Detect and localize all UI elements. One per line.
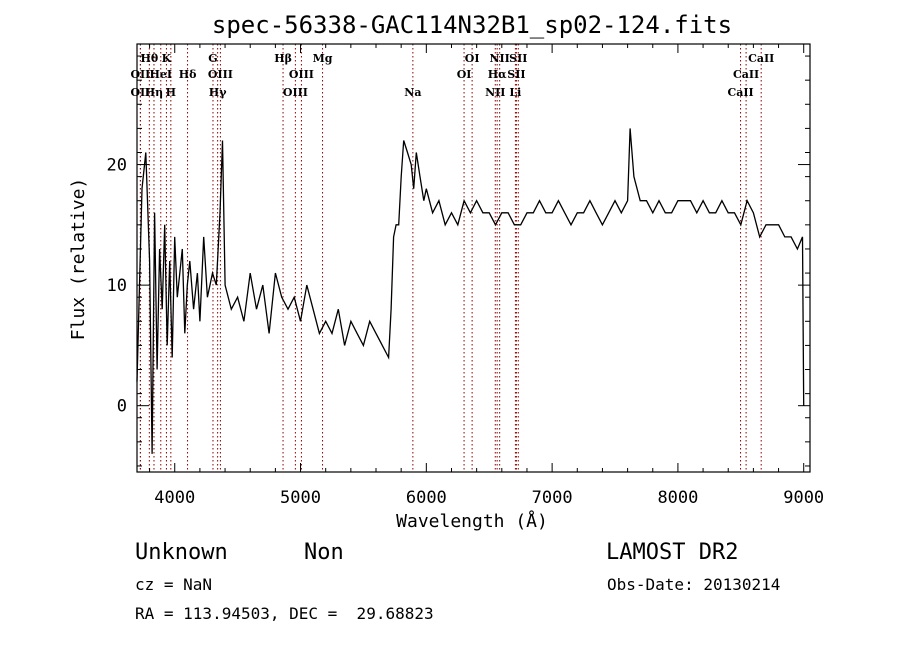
line-label-25: CaII (733, 68, 759, 81)
observation-date: Obs-Date: 20130214 (607, 575, 780, 594)
x-tick-label-7000: 7000 (532, 488, 573, 508)
x-axis-label: Wavelength (Å) (396, 510, 548, 532)
x-tick-label-9000: 9000 (783, 488, 824, 508)
survey-name: LAMOST DR2 (606, 540, 738, 565)
line-label-16: OI (457, 68, 472, 81)
line-label-9: Hγ (209, 86, 227, 99)
y-tick-label-0: 0 (117, 397, 127, 417)
spectrum-line (136, 128, 805, 454)
y-tick-label-20: 20 (107, 156, 127, 176)
line-label-12: OIII (283, 86, 308, 99)
line-label-10: OIII (208, 68, 233, 81)
object-class: Unknown (135, 540, 228, 565)
line-label-3: Hη (145, 86, 163, 99)
object-subclass: Non (304, 540, 344, 565)
line-label-22: SII (507, 68, 525, 81)
line-label-8: G (208, 52, 217, 65)
redshift-cz: cz = NaN (135, 575, 212, 594)
y-tick-label-10: 10 (107, 276, 127, 296)
line-label-26: CaII (748, 52, 774, 65)
line-label-6: H (166, 86, 176, 99)
line-label-11: Hβ (274, 52, 292, 65)
x-tick-label-8000: 8000 (657, 488, 698, 508)
x-axis-ticks: 4000 5000 6000 7000 8000 9000 (149, 44, 824, 508)
line-label-14: Mg (313, 52, 333, 65)
line-label-20: NII (489, 52, 509, 65)
line-label-17: OI (465, 52, 480, 65)
line-label-1: OII (130, 68, 150, 81)
spectral-line-labels: OII OII Hθ Hη HeI K HHδ G Hγ OIII Hβ OIII OIII Mg Na OI… (130, 52, 774, 99)
line-label-15: Na (404, 86, 421, 99)
line-label-5: K (162, 52, 172, 65)
line-label-4: HeI (150, 68, 173, 81)
coordinates: RA = 113.94503, DEC = 29.68823 (135, 604, 434, 623)
line-label-7: Hδ (179, 68, 197, 81)
x-tick-label-6000: 6000 (406, 488, 447, 508)
line-label-0: OII (130, 86, 150, 99)
line-label-24: CaII (727, 86, 753, 99)
y-axis-ticks: 0 10 20 (107, 55, 810, 467)
line-label-21: Li (509, 86, 521, 99)
line-label-2: Hθ (140, 52, 158, 65)
line-label-13: OIII (289, 68, 314, 81)
y-axis-label: Flux (relative) (68, 178, 89, 341)
line-label-23: SII (509, 52, 527, 65)
line-label-19: Hα (488, 68, 507, 81)
x-tick-label-5000: 5000 (280, 488, 321, 508)
chart-title: spec-56338-GAC114N32B1_sp02-124.fits (212, 11, 732, 39)
spectral-line-markers (139, 44, 762, 472)
plot-frame (136, 43, 811, 473)
x-tick-label-4000: 4000 (154, 488, 195, 508)
line-label-18: NII (485, 86, 505, 99)
